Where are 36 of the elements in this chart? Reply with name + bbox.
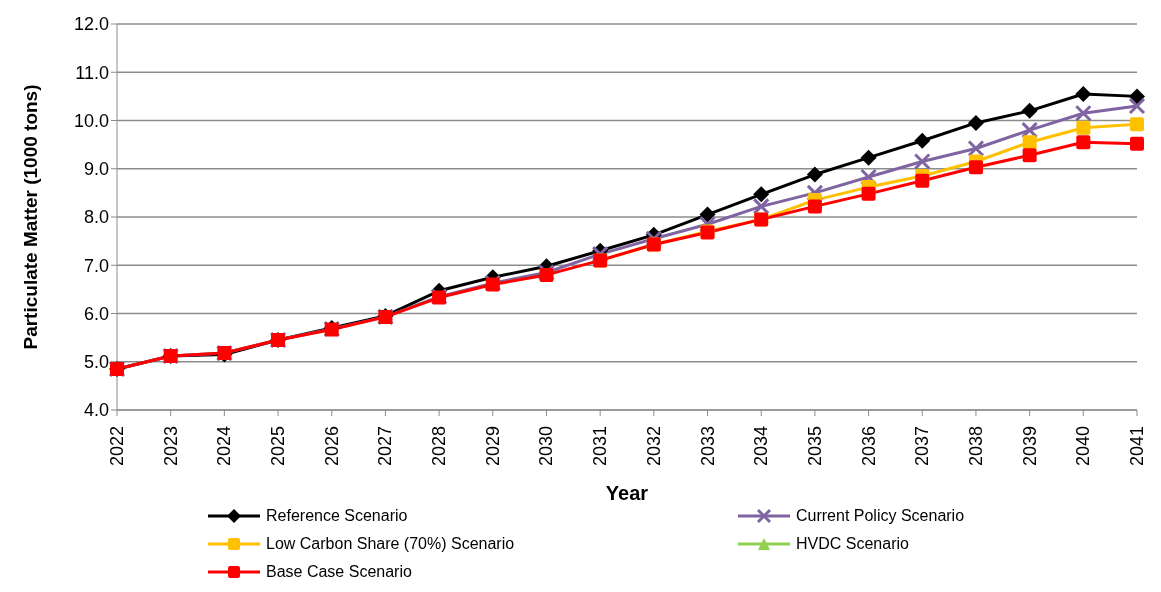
x-tick-label: 2025 bbox=[268, 426, 289, 467]
legend-label: Base Case Scenario bbox=[266, 563, 412, 581]
x-tick-label: 2033 bbox=[697, 426, 718, 467]
y-tick-label: 9.0 bbox=[83, 159, 109, 180]
x-tick-label: 2031 bbox=[590, 426, 611, 467]
y-tick-label: 4.0 bbox=[83, 400, 109, 421]
x-axis-title: Year bbox=[605, 482, 649, 504]
x-tick-label: 2038 bbox=[965, 426, 986, 467]
x-tick-label: 2034 bbox=[751, 426, 772, 467]
x-tick-label: 2035 bbox=[804, 426, 825, 467]
legend-label: HVDC Scenario bbox=[796, 535, 909, 553]
x-tick-label: 2028 bbox=[429, 426, 450, 467]
x-tick-label: 2040 bbox=[1073, 426, 1094, 467]
y-tick-label: 10.0 bbox=[73, 110, 109, 131]
y-tick-label: 11.0 bbox=[75, 62, 109, 83]
x-tick-label: 2030 bbox=[536, 426, 557, 467]
x-tick-label: 2027 bbox=[375, 426, 396, 467]
x-tick-label: 2026 bbox=[321, 426, 342, 467]
x-tick-label: 2022 bbox=[107, 426, 127, 467]
legend-label: Current Policy Scenario bbox=[796, 507, 965, 525]
x-tick-label: 2037 bbox=[912, 426, 933, 467]
x-tick-label: 2032 bbox=[643, 426, 664, 467]
x-tick-label: 2023 bbox=[160, 426, 181, 467]
legend-label: Reference Scenario bbox=[266, 507, 408, 525]
y-tick-label: 12.0 bbox=[73, 14, 109, 35]
y-tick-label: 6.0 bbox=[83, 303, 109, 324]
y-tick-label: 5.0 bbox=[83, 352, 109, 373]
legend-label: Low Carbon Share (70%) Scenario bbox=[266, 535, 515, 553]
y-tick-label: 8.0 bbox=[83, 207, 109, 228]
y-axis-title: Particulate Matter (1000 tons) bbox=[19, 84, 41, 350]
x-tick-label: 2041 bbox=[1127, 426, 1147, 467]
x-tick-label: 2029 bbox=[482, 426, 503, 467]
y-tick-label: 7.0 bbox=[83, 255, 109, 276]
x-tick-label: 2024 bbox=[214, 426, 235, 467]
x-tick-label: 2039 bbox=[1019, 426, 1040, 467]
x-tick-label: 2036 bbox=[858, 426, 879, 467]
